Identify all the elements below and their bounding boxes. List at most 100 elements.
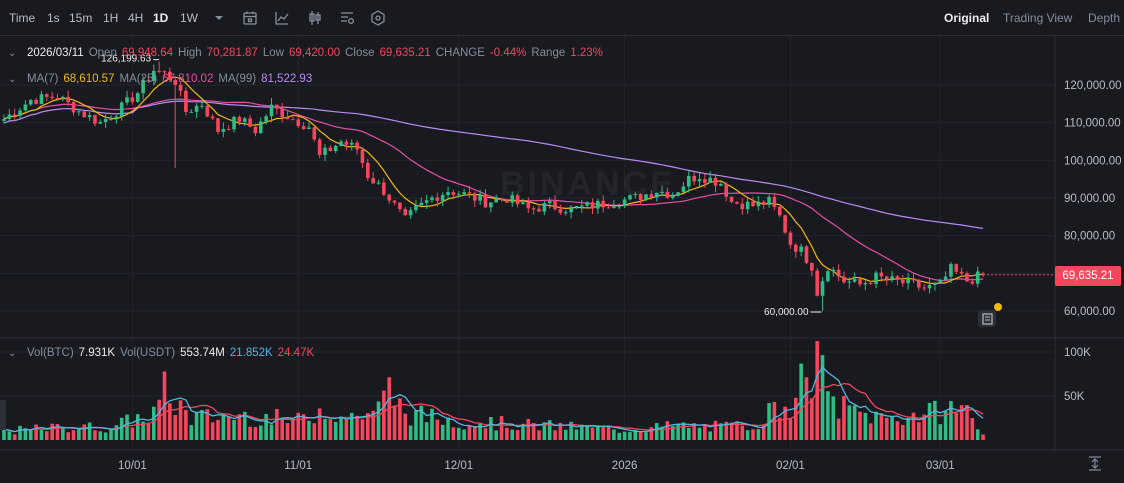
volume-bar (954, 412, 959, 440)
volume-bar (307, 420, 311, 440)
candle-body (45, 94, 49, 97)
candle (424, 194, 429, 210)
volume-bar (2, 429, 6, 440)
candle-body (360, 149, 365, 163)
indicator-settings-icon[interactable] (338, 9, 356, 27)
candle (141, 75, 145, 100)
line-chart-icon[interactable] (273, 9, 291, 27)
candle (547, 197, 552, 209)
volume-bar (430, 408, 434, 440)
timeframe-1w[interactable]: 1W (180, 11, 198, 25)
chevron-down-icon[interactable] (210, 9, 228, 27)
volume-bar (82, 424, 87, 440)
timeframe-1d[interactable]: 1D (153, 11, 169, 25)
volume-bar (927, 402, 932, 440)
candle-body (740, 203, 745, 210)
candle-body (687, 175, 691, 187)
timeframe-1s[interactable]: 1s (47, 11, 60, 25)
calendar-icon[interactable] (241, 9, 259, 27)
timeframe-time[interactable]: Time (9, 11, 36, 25)
candle-body (275, 104, 279, 109)
candle (414, 199, 418, 214)
candle-body (210, 116, 215, 119)
volume-bar (184, 410, 188, 440)
ma99-value: 81,522.93 (261, 73, 313, 85)
collapse-chevron-icon[interactable]: ⌄ (8, 47, 17, 59)
candle (489, 202, 493, 213)
timeframe-4h[interactable]: 4H (128, 11, 144, 25)
candle-body (226, 129, 231, 131)
candle (959, 267, 964, 278)
candle (248, 114, 252, 128)
volume-bar (173, 414, 177, 440)
ma99-line (3, 100, 984, 229)
candle-body (248, 118, 252, 127)
candle-body (349, 142, 354, 145)
candle-body (815, 270, 819, 296)
view-trading-view[interactable]: Trading View (1003, 11, 1073, 25)
volume-bar (114, 425, 119, 440)
candle-body (87, 115, 92, 118)
candle (408, 207, 413, 220)
candle (563, 209, 568, 216)
candle (777, 204, 782, 218)
volume-bar (847, 405, 852, 440)
candle-body (285, 117, 290, 120)
volume-bar (141, 421, 145, 440)
volume-bar (949, 401, 953, 440)
volume-bar (585, 425, 589, 440)
candle (98, 119, 103, 124)
volume-bar (200, 410, 204, 440)
left-scroll-handle[interactable] (0, 400, 6, 430)
candle (884, 275, 889, 286)
candle-body (103, 119, 108, 122)
candle (719, 182, 723, 187)
volume-bar (130, 427, 135, 440)
add-note-icon[interactable] (978, 310, 996, 327)
open-label: Open (88, 47, 117, 59)
collapse-chevron-icon[interactable]: ⌄ (8, 73, 17, 85)
timeframe-15m[interactable]: 15m (69, 11, 93, 25)
candle (975, 266, 980, 288)
volume-bar (12, 434, 17, 440)
candle-body (499, 198, 504, 200)
volume-bar (456, 427, 461, 440)
candle (933, 282, 937, 291)
candle-body (954, 264, 959, 272)
view-depth[interactable]: Depth (1088, 11, 1121, 25)
timeframe-1h[interactable]: 1H (103, 11, 119, 25)
candle (794, 243, 798, 259)
candle (826, 269, 830, 283)
candle-body (93, 115, 97, 124)
view-original[interactable]: Original (944, 11, 990, 25)
candle-body (585, 202, 589, 206)
collapse-chevron-icon[interactable]: ⌄ (8, 347, 17, 359)
candle (307, 122, 311, 130)
fit-axis-icon[interactable] (1089, 456, 1101, 471)
candle (713, 173, 718, 193)
volume-bar (291, 417, 295, 440)
candle-body (253, 126, 258, 134)
candle-body (922, 287, 926, 289)
candle-body (617, 206, 622, 208)
change-label: CHANGE (435, 47, 485, 59)
open-value: 69,948.64 (121, 47, 174, 59)
candle (200, 99, 204, 109)
candlestick-icon[interactable] (306, 9, 324, 27)
candle-body (157, 70, 161, 72)
volume-tick-label: 100K (1064, 347, 1091, 359)
candle-body (291, 119, 295, 121)
candle (649, 190, 654, 200)
candle (638, 193, 643, 205)
candle-body (927, 284, 932, 289)
volume-bar (938, 424, 943, 440)
price-tick-label: 110,000.00 (1064, 118, 1121, 130)
candle-body (863, 283, 868, 285)
candle (542, 200, 547, 216)
hexagon-settings-icon[interactable] (369, 9, 387, 27)
candle (740, 198, 745, 215)
volume-bar (697, 427, 702, 440)
candle (323, 144, 327, 162)
candle (253, 123, 258, 137)
